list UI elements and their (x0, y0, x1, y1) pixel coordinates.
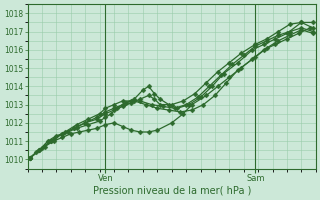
X-axis label: Pression niveau de la mer( hPa ): Pression niveau de la mer( hPa ) (92, 186, 251, 196)
